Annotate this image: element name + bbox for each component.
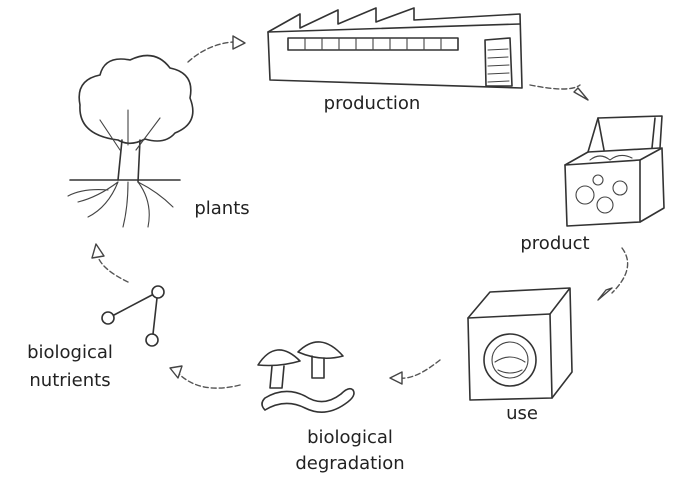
mushroom-worm-icon xyxy=(257,341,355,413)
product-box-icon xyxy=(564,115,665,227)
node-label: use xyxy=(506,403,538,424)
molecule-icon xyxy=(101,285,165,347)
node-label: degradation xyxy=(295,453,404,474)
tree-icon xyxy=(67,54,194,228)
node-label: nutrients xyxy=(29,370,110,391)
node-label: production xyxy=(324,93,421,114)
node-label: plants xyxy=(194,198,249,219)
cycle-arrows xyxy=(91,35,629,389)
node-label: biological xyxy=(307,427,393,448)
factory-icon xyxy=(267,7,523,89)
node-label: biological xyxy=(27,342,113,363)
node-label: product xyxy=(520,233,589,254)
washing-machine-icon xyxy=(467,287,573,401)
